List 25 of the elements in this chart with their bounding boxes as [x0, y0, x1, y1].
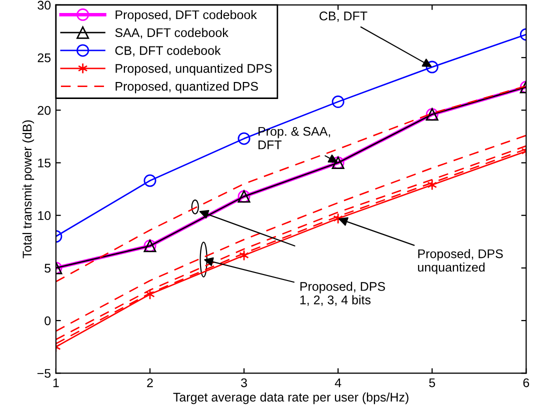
- y-tick-label: 10: [38, 211, 51, 220]
- x-tick-label: 3: [241, 378, 247, 388]
- legend-label: CB, DFT codebook: [115, 46, 221, 56]
- y-tick-label: −5: [37, 369, 51, 378]
- y-axis-title: Total transmit power (dB): [22, 120, 34, 258]
- x-tick-label: 5: [429, 378, 436, 388]
- legend-label: Proposed, DFT codebook: [116, 10, 257, 22]
- y-tick-label: 30: [38, 0, 51, 10]
- x-tick-label: 1: [53, 378, 59, 388]
- y-tick-label: 25: [38, 53, 51, 62]
- x-axis-title: Target average data rate per user (bps/Hz): [173, 392, 408, 404]
- legend-label: SAA, DFT codebook: [115, 28, 228, 39]
- annotation: Proposed, DPS unquantized: [418, 249, 503, 274]
- x-tick-label: 2: [147, 378, 153, 388]
- annotation: Proposed, DPS 1, 2, 3, 4 bits: [300, 282, 385, 306]
- y-tick-label: 20: [38, 106, 51, 115]
- annotation: CB, DFT: [320, 12, 368, 22]
- y-tick-label: 0: [44, 316, 51, 326]
- legend-label: Proposed, unquantized DPS: [116, 64, 272, 76]
- annotation: Prop. & SAA, DFT: [258, 126, 330, 150]
- x-tick-label: 4: [334, 378, 342, 388]
- legend-label: Proposed, quantized DPS: [116, 82, 258, 94]
- x-tick-label: 6: [523, 378, 530, 388]
- y-tick-label: 5: [44, 264, 51, 273]
- y-tick-label: 15: [38, 158, 51, 168]
